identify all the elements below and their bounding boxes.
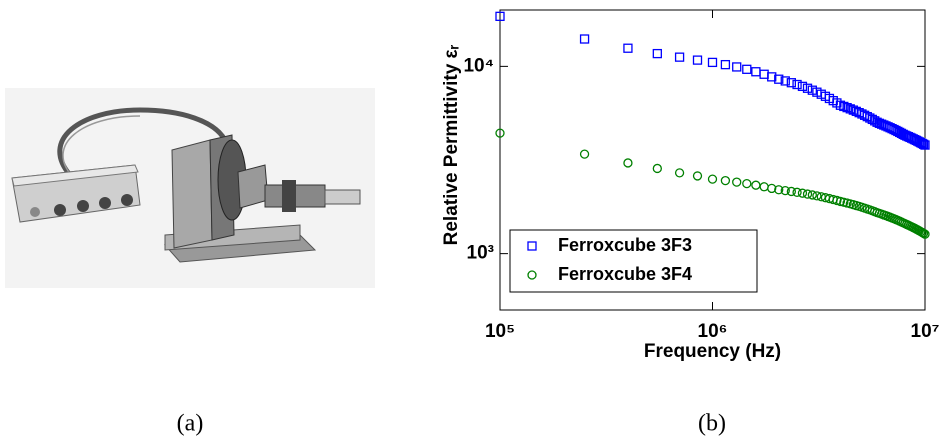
point bbox=[742, 64, 752, 74]
point bbox=[623, 43, 633, 53]
point bbox=[917, 138, 927, 149]
point bbox=[807, 190, 817, 200]
point bbox=[579, 34, 590, 44]
point bbox=[720, 59, 731, 70]
x-tick-label: 10⁷ bbox=[911, 321, 940, 342]
point bbox=[797, 81, 808, 92]
legend-label: Ferroxcube 3F4 bbox=[558, 264, 692, 284]
point bbox=[786, 78, 797, 88]
point bbox=[842, 102, 852, 113]
point bbox=[707, 57, 718, 68]
point bbox=[920, 229, 930, 239]
point bbox=[774, 74, 784, 84]
legend-box bbox=[509, 229, 758, 293]
x-axis-label: Frequency (Hz) bbox=[644, 341, 781, 362]
point bbox=[652, 48, 662, 59]
point bbox=[802, 189, 813, 199]
point bbox=[767, 72, 777, 82]
point bbox=[623, 158, 633, 168]
point bbox=[845, 104, 855, 114]
point bbox=[918, 228, 929, 238]
point bbox=[720, 175, 731, 186]
point bbox=[792, 79, 802, 90]
point bbox=[802, 83, 813, 93]
x-tick-label: 10⁵ bbox=[485, 321, 515, 342]
point bbox=[652, 163, 662, 174]
point bbox=[692, 55, 703, 65]
caption: (a) bbox=[177, 411, 204, 437]
point bbox=[674, 168, 685, 178]
point bbox=[792, 187, 802, 197]
point bbox=[835, 196, 846, 207]
x-tick-label: 10⁶ bbox=[698, 321, 728, 342]
point bbox=[918, 139, 929, 149]
legend-label: Ferroxcube 3F3 bbox=[558, 235, 692, 255]
point bbox=[579, 149, 590, 159]
y-tick-label: 10⁴ bbox=[463, 55, 494, 76]
point bbox=[839, 101, 849, 112]
point bbox=[780, 76, 790, 86]
y-tick-label: 10³ bbox=[467, 243, 494, 264]
point bbox=[732, 62, 742, 72]
point bbox=[920, 140, 930, 150]
point bbox=[495, 11, 505, 21]
point bbox=[767, 183, 777, 194]
point bbox=[692, 171, 703, 181]
chart: 10⁵ 10⁶ 10⁷ 10³ 10⁴ Frequency (Hz) Relative Pe… bbox=[441, 9, 940, 362]
point bbox=[797, 188, 808, 198]
point bbox=[780, 185, 790, 196]
point bbox=[774, 185, 784, 195]
y-axis-label: Relative Permittivity εᵣ bbox=[441, 44, 462, 245]
point bbox=[812, 191, 822, 201]
point bbox=[786, 186, 797, 197]
point bbox=[495, 128, 505, 138]
legend-marker bbox=[527, 241, 537, 251]
legend-marker bbox=[527, 270, 537, 280]
point bbox=[742, 178, 752, 189]
caption: (b) bbox=[698, 411, 726, 437]
point bbox=[732, 177, 742, 187]
legend: Ferroxcube 3F3 Ferroxcube 3F4 bbox=[509, 229, 758, 293]
point bbox=[674, 52, 685, 62]
photo bbox=[5, 88, 375, 288]
point bbox=[707, 174, 718, 184]
